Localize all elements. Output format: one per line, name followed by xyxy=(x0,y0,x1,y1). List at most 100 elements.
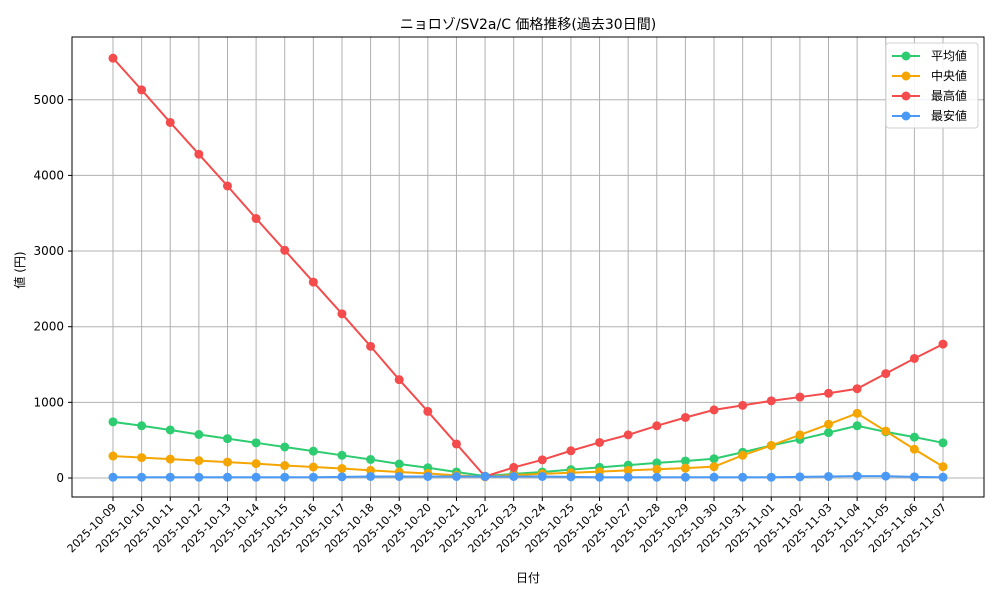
data-point xyxy=(909,353,919,363)
data-point xyxy=(337,464,347,474)
data-point xyxy=(308,446,318,456)
data-point xyxy=(909,472,919,482)
y-tick-label: 0 xyxy=(56,471,64,485)
data-point xyxy=(108,472,118,482)
plot-frame xyxy=(71,36,985,498)
data-point xyxy=(222,181,232,191)
series-path xyxy=(112,57,944,478)
chart-title: ニョロゾ/SV2a/C 価格推移(過去30日間) xyxy=(400,17,656,33)
data-point xyxy=(165,117,175,127)
legend-label: 最安値 xyxy=(931,108,967,123)
data-point xyxy=(766,440,776,450)
data-point xyxy=(394,459,404,469)
data-point xyxy=(165,425,175,435)
data-point xyxy=(137,453,147,463)
legend-item: 中央値 xyxy=(892,68,967,83)
data-point xyxy=(337,450,347,460)
y-axis: 0 1000 2000 3000 4000 5000 xyxy=(33,93,72,485)
data-point xyxy=(824,471,834,481)
data-point xyxy=(566,472,576,482)
data-point xyxy=(194,430,204,440)
series-path xyxy=(112,420,944,478)
data-point xyxy=(938,472,948,482)
y-axis-label: 値 (円) xyxy=(12,251,27,288)
data-point xyxy=(222,457,232,467)
y-tick-label: 1000 xyxy=(33,395,64,409)
data-point xyxy=(509,471,519,481)
data-point xyxy=(881,426,891,436)
data-point xyxy=(308,472,318,482)
data-point xyxy=(938,462,948,472)
data-point xyxy=(881,369,891,379)
data-point xyxy=(595,472,605,482)
legend-item: 最高値 xyxy=(892,88,967,103)
y-tick-label: 5000 xyxy=(33,93,64,107)
data-point xyxy=(824,428,834,438)
data-point xyxy=(394,471,404,481)
data-point xyxy=(738,400,748,410)
legend-item: 最安値 xyxy=(892,108,967,123)
data-point xyxy=(766,396,776,406)
data-point xyxy=(280,472,290,482)
data-point xyxy=(824,419,834,429)
legend-label: 中央値 xyxy=(931,68,967,83)
data-point xyxy=(852,421,862,431)
data-point xyxy=(881,471,891,481)
legend-marker-icon xyxy=(901,51,911,61)
data-point xyxy=(337,309,347,319)
data-point xyxy=(680,456,690,466)
data-point xyxy=(909,444,919,454)
data-point xyxy=(137,421,147,431)
data-point xyxy=(852,471,862,481)
data-point xyxy=(652,464,662,474)
series-line xyxy=(108,408,948,482)
data-point xyxy=(795,392,805,402)
data-point xyxy=(566,446,576,456)
data-point xyxy=(108,451,118,461)
data-point xyxy=(480,471,490,481)
data-point xyxy=(423,471,433,481)
data-point xyxy=(709,454,719,464)
data-point xyxy=(938,438,948,448)
data-point xyxy=(366,341,376,351)
legend-marker-icon xyxy=(901,91,911,101)
data-point xyxy=(824,388,834,398)
data-point xyxy=(308,462,318,472)
legend-marker-icon xyxy=(901,71,911,81)
data-point xyxy=(938,339,948,349)
data-point xyxy=(795,472,805,482)
grid-lines xyxy=(72,37,984,497)
data-point xyxy=(337,472,347,482)
data-point xyxy=(680,412,690,422)
data-point xyxy=(280,461,290,471)
legend-item: 平均値 xyxy=(892,48,967,63)
data-point xyxy=(537,455,547,465)
series-line xyxy=(108,53,948,481)
data-point xyxy=(652,421,662,431)
legend-label: 最高値 xyxy=(931,88,967,103)
data-point xyxy=(623,472,633,482)
data-point xyxy=(165,472,175,482)
x-axis: 2025-10-092025-10-102025-10-112025-10-12… xyxy=(65,497,949,555)
data-point xyxy=(251,459,261,469)
series-group xyxy=(108,53,948,482)
data-point xyxy=(251,438,261,448)
data-point xyxy=(709,462,719,472)
data-point xyxy=(738,450,748,460)
data-point xyxy=(852,384,862,394)
data-point xyxy=(652,472,662,482)
data-point xyxy=(852,408,862,418)
data-point xyxy=(108,53,118,63)
x-axis-label: 日付 xyxy=(516,571,540,585)
data-point xyxy=(137,472,147,482)
series-line xyxy=(108,471,948,482)
data-point xyxy=(795,430,805,440)
data-point xyxy=(251,214,261,224)
data-point xyxy=(652,458,662,468)
data-point xyxy=(423,406,433,416)
data-point xyxy=(451,439,461,449)
data-point xyxy=(308,277,318,287)
series-path xyxy=(113,475,944,479)
